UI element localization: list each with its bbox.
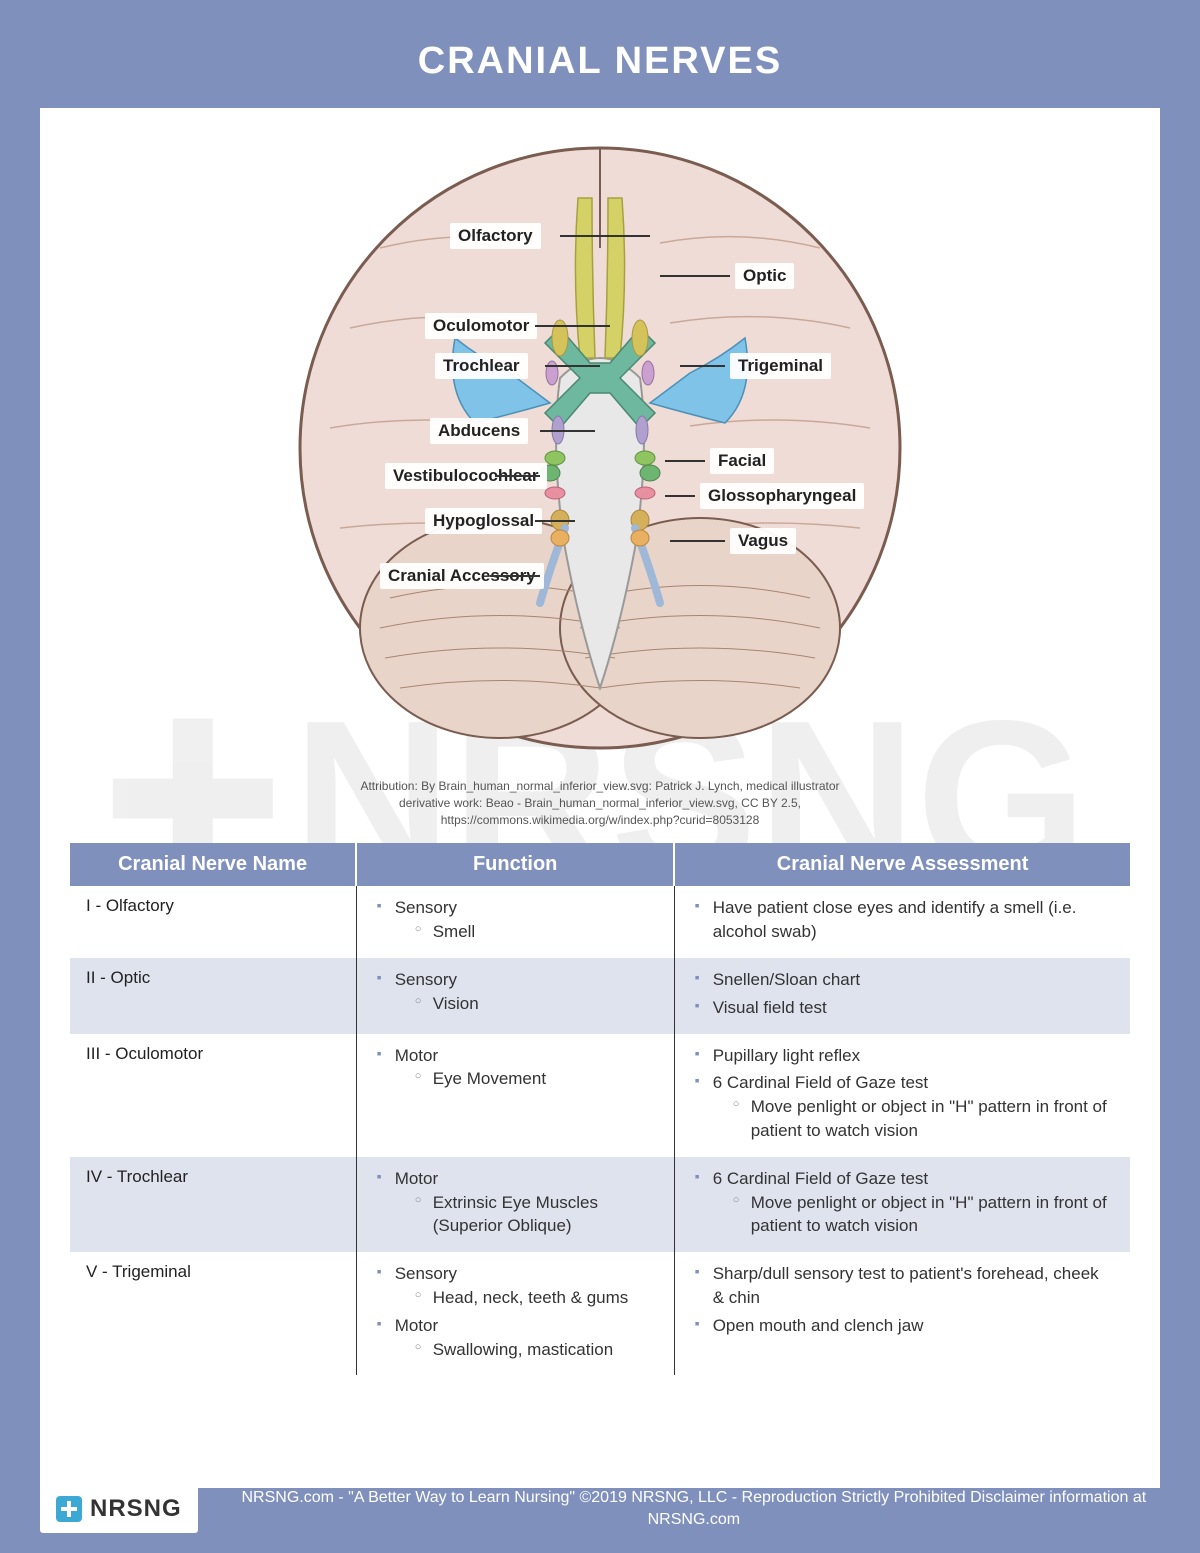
cell-name: I - Olfactory: [70, 886, 356, 958]
leader-line: [670, 540, 725, 542]
nerve-label: Vagus: [730, 528, 796, 554]
logo-text: NRSNG: [90, 1495, 182, 1523]
page-footer: NRSNG NRSNG.com - "A Better Way to Learn…: [40, 1485, 1160, 1533]
cell-assessment: Snellen/Sloan chart Visual field test: [674, 958, 1130, 1034]
sub-list-item: Extrinsic Eye Muscles (Superior Oblique): [415, 1191, 658, 1239]
list-item: SensoryVision: [377, 968, 658, 1016]
content-card: NRSNG: [40, 108, 1160, 1488]
leader-line: [545, 365, 600, 367]
cell-assessment: 6 Cardinal Field of Gaze testMove penlig…: [674, 1157, 1130, 1252]
cell-assessment: Sharp/dull sensory test to patient's for…: [674, 1252, 1130, 1375]
list-item: 6 Cardinal Field of Gaze testMove penlig…: [695, 1071, 1114, 1142]
nerve-label: Facial: [710, 448, 774, 474]
cell-function: SensoryVision: [356, 958, 674, 1034]
cell-function: MotorEye Movement: [356, 1034, 674, 1157]
cell-name: III - Oculomotor: [70, 1034, 356, 1157]
cell-name: II - Optic: [70, 958, 356, 1034]
cell-function: MotorExtrinsic Eye Muscles (Superior Obl…: [356, 1157, 674, 1252]
list-item: Pupillary light reflex: [695, 1044, 1114, 1068]
list-item: Snellen/Sloan chart: [695, 968, 1114, 992]
leader-line: [495, 475, 540, 477]
list-item: SensorySmell: [377, 896, 658, 944]
nerve-label: Oculomotor: [425, 313, 537, 339]
nerve-label: Hypoglossal: [425, 508, 542, 534]
leader-line: [560, 235, 650, 237]
list-item: Visual field test: [695, 996, 1114, 1020]
list-item: MotorEye Movement: [377, 1044, 658, 1092]
cell-name: IV - Trochlear: [70, 1157, 356, 1252]
table-row: III - Oculomotor MotorEye Movement Pupilla…: [70, 1034, 1130, 1157]
nerve-label: Optic: [735, 263, 794, 289]
list-item: Open mouth and clench jaw: [695, 1314, 1114, 1338]
leader-line: [680, 365, 725, 367]
col-header-function: Function: [356, 843, 674, 886]
logo-plus-icon: [56, 1496, 82, 1522]
footer-text: NRSNG.com - "A Better Way to Learn Nursi…: [228, 1487, 1160, 1532]
sub-list-item: Swallowing, mastication: [415, 1338, 658, 1362]
leader-line: [665, 495, 695, 497]
leader-line: [535, 520, 575, 522]
nerve-label: Trochlear: [435, 353, 528, 379]
leader-line: [665, 460, 705, 462]
leader-line: [490, 575, 540, 577]
page-title: CRANIAL NERVES: [40, 40, 1160, 83]
cell-function: SensorySmell: [356, 886, 674, 958]
sub-list-item: Eye Movement: [415, 1067, 658, 1091]
attribution-line: derivative work: Beao - Brain_human_norm…: [70, 795, 1130, 812]
attribution-line: https://commons.wikimedia.org/w/index.ph…: [70, 812, 1130, 829]
leader-line: [660, 275, 730, 277]
table-row: I - Olfactory SensorySmell Have patient cl…: [70, 886, 1130, 958]
list-item: MotorExtrinsic Eye Muscles (Superior Obl…: [377, 1167, 658, 1238]
brain-diagram: OlfactoryOculomotorTrochlearAbducensVest…: [260, 128, 940, 768]
nerve-label: Abducens: [430, 418, 528, 444]
list-item: Have patient close eyes and identify a s…: [695, 896, 1114, 944]
sub-list-item: Move penlight or object in "H" pattern i…: [733, 1095, 1114, 1143]
attribution-text: Attribution: By Brain_human_normal_infer…: [70, 778, 1130, 828]
cranial-nerve-table: Cranial Nerve Name Function Cranial Nerv…: [70, 843, 1130, 1375]
list-item: Sharp/dull sensory test to patient's for…: [695, 1262, 1114, 1310]
cell-assessment: Pupillary light reflex 6 Cardinal Field o…: [674, 1034, 1130, 1157]
leader-line: [540, 430, 595, 432]
cell-name: V - Trigeminal: [70, 1252, 356, 1375]
nerve-label: Trigeminal: [730, 353, 831, 379]
leader-line: [535, 325, 610, 327]
sub-list-item: Vision: [415, 992, 658, 1016]
col-header-name: Cranial Nerve Name: [70, 843, 356, 886]
table-row: IV - Trochlear MotorExtrinsic Eye Muscles…: [70, 1157, 1130, 1252]
sub-list-item: Move penlight or object in "H" pattern i…: [733, 1191, 1114, 1239]
sub-list-item: Smell: [415, 920, 658, 944]
col-header-assessment: Cranial Nerve Assessment: [674, 843, 1130, 886]
list-item: MotorSwallowing, mastication: [377, 1314, 658, 1362]
sub-list-item: Head, neck, teeth & gums: [415, 1286, 658, 1310]
cell-assessment: Have patient close eyes and identify a s…: [674, 886, 1130, 958]
nerve-label: Olfactory: [450, 223, 541, 249]
attribution-line: Attribution: By Brain_human_normal_infer…: [70, 778, 1130, 795]
list-item: SensoryHead, neck, teeth & gums: [377, 1262, 658, 1310]
cell-function: SensoryHead, neck, teeth & gumsMotorSwal…: [356, 1252, 674, 1375]
table-row: II - Optic SensoryVision Snellen/Sloan cha…: [70, 958, 1130, 1034]
list-item: 6 Cardinal Field of Gaze testMove penlig…: [695, 1167, 1114, 1238]
nerve-label: Glossopharyngeal: [700, 483, 864, 509]
brain-svg: [260, 128, 940, 768]
logo-box: NRSNG: [40, 1485, 198, 1533]
table-row: V - TrigeminalSensoryHead, neck, teeth &…: [70, 1252, 1130, 1375]
